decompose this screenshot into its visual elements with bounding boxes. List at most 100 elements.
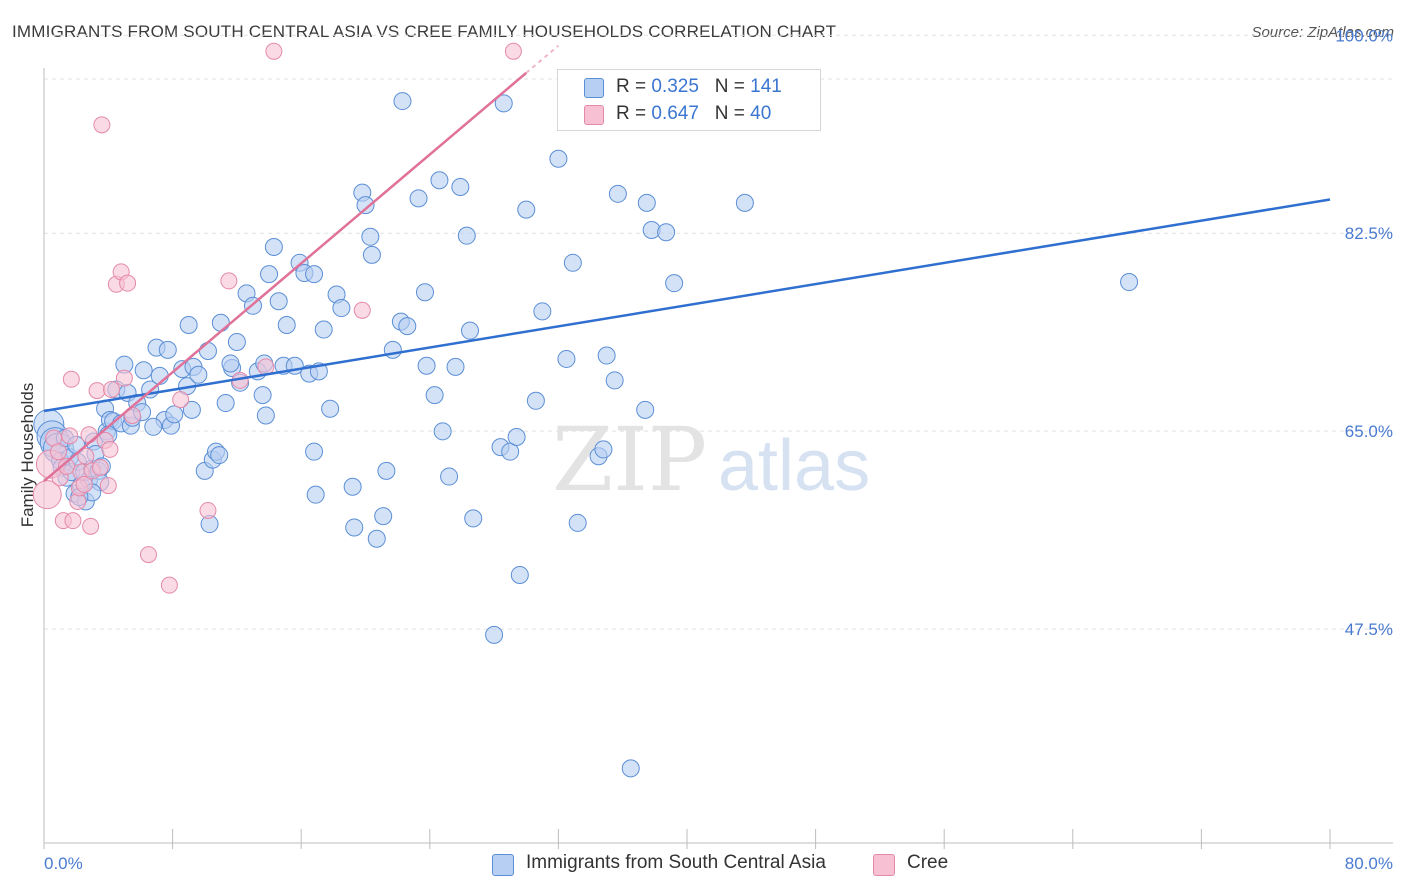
point-cree-26 bbox=[119, 274, 137, 292]
point-immigrants-42 bbox=[165, 405, 184, 424]
legend-swatch-cree bbox=[584, 105, 604, 125]
point-cree-14 bbox=[77, 447, 95, 465]
point-cree-38 bbox=[93, 116, 111, 134]
point-immigrants-127 bbox=[657, 223, 676, 242]
point-immigrants-54 bbox=[211, 313, 230, 332]
point-immigrants-121 bbox=[608, 184, 627, 203]
point-immigrants-110 bbox=[526, 391, 545, 410]
point-immigrants-107 bbox=[507, 427, 526, 446]
point-immigrants-138 bbox=[305, 265, 324, 284]
watermark: ZIP atlas bbox=[552, 408, 870, 511]
point-immigrants-124 bbox=[636, 400, 655, 419]
legend-r-value: 0.325 bbox=[651, 76, 699, 97]
trend-lines bbox=[43, 44, 1331, 483]
point-cree-0 bbox=[32, 480, 62, 510]
x-tick-label-max: 80.0% bbox=[1345, 854, 1393, 873]
legend-swatch-immigrants bbox=[584, 78, 604, 98]
point-immigrants-48 bbox=[189, 365, 208, 384]
point-cree-13 bbox=[75, 475, 93, 493]
point-immigrants-100 bbox=[457, 226, 476, 245]
point-immigrants-118 bbox=[597, 346, 616, 365]
point-immigrants-105 bbox=[494, 94, 513, 113]
point-immigrants-92 bbox=[409, 189, 428, 208]
point-immigrants-135 bbox=[210, 446, 229, 465]
point-cree-32 bbox=[220, 272, 238, 290]
point-cree-25 bbox=[115, 369, 133, 387]
point-immigrants-96 bbox=[433, 422, 452, 441]
point-immigrants-90 bbox=[393, 92, 412, 111]
point-cree-18 bbox=[91, 459, 109, 477]
series-cree-points bbox=[32, 42, 522, 594]
x-tick-labels: 0.0% 80.0% bbox=[44, 854, 1393, 873]
point-cree-15 bbox=[80, 426, 98, 444]
point-immigrants-87 bbox=[377, 461, 396, 480]
point-cree-37 bbox=[504, 42, 522, 60]
point-immigrants-115 bbox=[568, 513, 587, 532]
point-immigrants-94 bbox=[425, 386, 444, 405]
point-cree-17 bbox=[88, 382, 106, 400]
point-cree-22 bbox=[103, 380, 121, 398]
point-immigrants-128 bbox=[665, 274, 684, 293]
point-cree-8 bbox=[64, 512, 82, 530]
legend-n-label: N = bbox=[714, 103, 751, 124]
point-immigrants-35 bbox=[134, 361, 153, 380]
point-immigrants-111 bbox=[533, 302, 552, 321]
watermark-atlas: atlas bbox=[718, 426, 870, 506]
point-immigrants-101 bbox=[460, 321, 479, 340]
trend-line-cree-extension bbox=[525, 44, 560, 74]
point-immigrants-68 bbox=[277, 316, 296, 335]
point-immigrants-140 bbox=[415, 283, 434, 302]
bottom-legend-swatch-cree bbox=[873, 854, 895, 876]
point-immigrants-114 bbox=[563, 253, 582, 272]
y-tick-label-0: 47.5% bbox=[1345, 620, 1393, 639]
point-cree-36 bbox=[353, 301, 371, 319]
point-cree-21 bbox=[101, 440, 119, 458]
bottom-legend-swatch-immigrants bbox=[492, 854, 514, 876]
point-cree-6 bbox=[58, 457, 76, 475]
legend-r-label: R = bbox=[616, 76, 652, 97]
legend-n-label: N = bbox=[714, 76, 751, 97]
point-immigrants-112 bbox=[549, 149, 568, 168]
point-immigrants-85 bbox=[367, 529, 386, 548]
point-immigrants-95 bbox=[430, 171, 449, 190]
point-immigrants-62 bbox=[253, 386, 272, 405]
point-immigrants-63 bbox=[256, 406, 275, 425]
point-immigrants-84 bbox=[362, 245, 381, 264]
point-cree-7 bbox=[61, 427, 79, 445]
y-tick-label-3: 100.0% bbox=[1335, 26, 1393, 45]
legend-r-label: R = bbox=[616, 103, 652, 124]
point-immigrants-103 bbox=[485, 625, 504, 644]
point-immigrants-66 bbox=[269, 292, 288, 311]
point-immigrants-130 bbox=[1120, 273, 1139, 292]
point-cree-3 bbox=[49, 443, 67, 461]
point-immigrants-57 bbox=[227, 332, 246, 351]
point-immigrants-83 bbox=[356, 196, 375, 215]
point-immigrants-117 bbox=[594, 440, 613, 459]
point-cree-39 bbox=[82, 517, 100, 535]
point-immigrants-134 bbox=[144, 417, 163, 436]
x-tick-label-min: 0.0% bbox=[44, 854, 83, 873]
point-immigrants-108 bbox=[510, 565, 529, 584]
point-immigrants-55 bbox=[216, 394, 235, 413]
watermark-zip: ZIP bbox=[552, 408, 707, 511]
point-immigrants-109 bbox=[517, 200, 536, 219]
correlation-legend: R = 0.325 N = 141 R = 0.647 N = 40 bbox=[557, 69, 821, 131]
point-cree-35 bbox=[265, 42, 283, 60]
point-immigrants-129 bbox=[735, 193, 754, 212]
trend-line-cree bbox=[43, 71, 528, 483]
y-tick-label-2: 82.5% bbox=[1345, 224, 1393, 243]
point-immigrants-119 bbox=[605, 371, 624, 390]
legend-r-value: 0.647 bbox=[651, 103, 699, 124]
bottom-legend-label-cree: Cree bbox=[907, 852, 949, 873]
point-immigrants-50 bbox=[198, 342, 217, 361]
point-cree-29 bbox=[160, 576, 178, 594]
point-immigrants-64 bbox=[260, 265, 279, 284]
source-label: Source: ZipAtlas.com bbox=[1251, 24, 1394, 41]
point-immigrants-45 bbox=[179, 316, 198, 335]
point-immigrants-86 bbox=[374, 507, 393, 526]
point-cree-30 bbox=[172, 391, 190, 409]
point-immigrants-91 bbox=[398, 317, 417, 336]
y-tick-label-1: 65.0% bbox=[1345, 422, 1393, 441]
y-tick-labels: 47.5% 65.0% 82.5% 100.0% bbox=[1335, 26, 1393, 639]
